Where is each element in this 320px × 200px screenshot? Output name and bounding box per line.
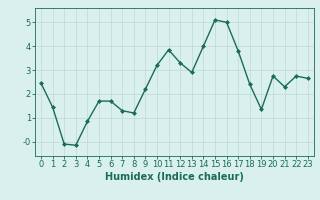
X-axis label: Humidex (Indice chaleur): Humidex (Indice chaleur) bbox=[105, 172, 244, 182]
